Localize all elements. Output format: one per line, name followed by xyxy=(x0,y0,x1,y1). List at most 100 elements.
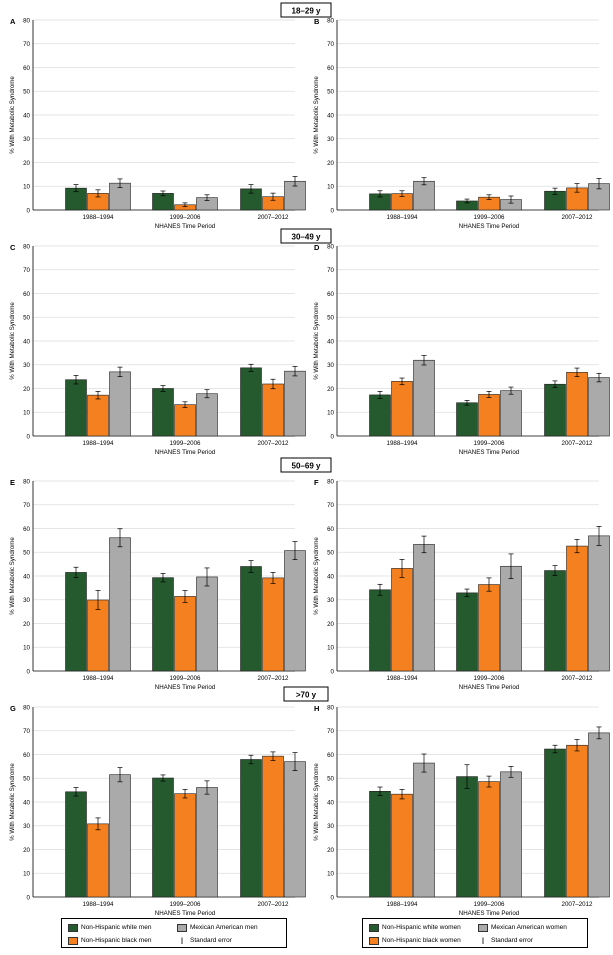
x-tick-label: 1999–2006 xyxy=(170,214,202,221)
y-tick-label: 20 xyxy=(327,160,334,167)
y-tick-label: 70 xyxy=(23,502,30,509)
error-bar-icon: I xyxy=(481,936,485,946)
x-tick-label: 1988–1994 xyxy=(83,440,115,447)
bar xyxy=(240,367,262,437)
y-tick-label: 40 xyxy=(327,573,334,580)
x-tick-label: 1999–2006 xyxy=(474,675,506,682)
bar xyxy=(262,755,284,898)
bar xyxy=(391,793,413,898)
x-tick-label: 1999–2006 xyxy=(170,901,202,908)
bar xyxy=(544,748,566,898)
x-tick-label: 2007–2012 xyxy=(258,214,290,221)
bar xyxy=(391,381,413,437)
y-tick-label: 30 xyxy=(23,823,30,830)
y-tick-label: 40 xyxy=(23,799,30,806)
legend-item-black-women: Non-Hispanic black women xyxy=(369,937,461,945)
age-header-box xyxy=(280,457,332,473)
y-tick-label: 30 xyxy=(23,597,30,604)
bar xyxy=(65,379,87,437)
x-tick-label: 2007–2012 xyxy=(562,214,594,221)
y-tick-label: 10 xyxy=(23,871,30,878)
legend-item-white-men: Non-Hispanic white men xyxy=(68,924,151,932)
age-header-2: 30–49 y xyxy=(292,233,321,242)
panel-c: 0 10 20 30 40 50 60 70 80 C % With Metabolic Syndr… xyxy=(9,243,306,456)
y-tick-label: 80 xyxy=(23,704,30,711)
bar xyxy=(174,793,196,898)
bar xyxy=(174,596,196,672)
y-tick-label: 80 xyxy=(327,243,334,250)
bar xyxy=(369,589,391,672)
age-header-box xyxy=(283,686,329,702)
bar xyxy=(240,759,262,898)
y-tick-label: 0 xyxy=(331,433,335,440)
y-tick-label: 20 xyxy=(23,847,30,854)
bar xyxy=(588,732,610,898)
x-tick-label: 1988–1994 xyxy=(83,901,115,908)
bar xyxy=(413,359,435,437)
bar xyxy=(109,537,131,672)
bar xyxy=(369,791,391,898)
age-header-3: 50–69 y xyxy=(292,462,321,471)
y-axis-label: % With Metabolic Syndrome xyxy=(313,76,320,154)
bar xyxy=(109,371,131,437)
x-axis-label: NHANES Time Period xyxy=(155,910,216,917)
bar xyxy=(262,383,284,437)
age-header-1: 18–29 y xyxy=(292,7,321,16)
bar xyxy=(196,576,218,672)
y-tick-label: 50 xyxy=(327,315,334,322)
y-tick-label: 60 xyxy=(327,752,334,759)
x-tick-label: 1988–1994 xyxy=(387,440,419,447)
legend-men: Non-Hispanic white men Mexican American … xyxy=(61,918,287,948)
panel-h: 0 10 20 30 40 50 60 70 80 H % With Metabolic Syndr… xyxy=(313,704,610,917)
y-tick-label: 30 xyxy=(23,362,30,369)
y-tick-label: 10 xyxy=(327,410,334,417)
y-tick-label: 40 xyxy=(23,573,30,580)
legend-swatch-mexican xyxy=(478,924,488,932)
bar xyxy=(413,544,435,672)
bar xyxy=(262,577,284,672)
legend-swatch-white xyxy=(369,924,379,932)
y-tick-label: 40 xyxy=(327,799,334,806)
y-tick-label: 40 xyxy=(327,338,334,345)
y-tick-label: 10 xyxy=(23,184,30,191)
x-axis-label: NHANES Time Period xyxy=(155,223,216,230)
bar xyxy=(87,599,109,672)
age-header-box xyxy=(280,228,332,244)
y-tick-label: 80 xyxy=(23,243,30,250)
legend-swatch-black xyxy=(68,937,78,945)
legend-swatch-white xyxy=(68,924,78,932)
y-tick-label: 50 xyxy=(23,89,30,96)
x-tick-label: 2007–2012 xyxy=(562,901,594,908)
bar xyxy=(65,791,87,898)
y-tick-label: 10 xyxy=(327,184,334,191)
age-header-4: >70 y xyxy=(296,691,317,700)
bar xyxy=(588,535,610,672)
y-tick-label: 30 xyxy=(327,597,334,604)
y-axis-label: % With Metabolic Syndrome xyxy=(313,763,320,841)
bar xyxy=(391,568,413,672)
bar xyxy=(544,570,566,672)
y-tick-label: 0 xyxy=(331,894,335,901)
y-tick-label: 70 xyxy=(23,41,30,48)
panel-f: 0 10 20 30 40 50 60 70 80 F % With Metabolic Syndr… xyxy=(313,478,610,691)
bar xyxy=(284,550,306,672)
bar xyxy=(284,370,306,437)
bar xyxy=(478,781,500,898)
panel-letter: C xyxy=(10,243,16,252)
y-tick-label: 40 xyxy=(23,338,30,345)
y-tick-label: 0 xyxy=(27,668,31,675)
y-tick-label: 10 xyxy=(327,645,334,652)
panel-letter: A xyxy=(10,17,16,26)
legend-label-mexican-women: Mexican American women xyxy=(491,923,567,931)
panel-a: 0 10 20 30 40 50 60 70 80 A % With Metabolic Syndr… xyxy=(9,17,306,230)
legend-label-mexican-men: Mexican American men xyxy=(190,923,258,931)
y-axis-label: % With Metabolic Syndrome xyxy=(9,763,16,841)
y-tick-label: 60 xyxy=(23,752,30,759)
y-tick-label: 20 xyxy=(327,621,334,628)
y-tick-label: 40 xyxy=(23,112,30,119)
bar xyxy=(87,394,109,437)
bar xyxy=(566,372,588,437)
legend-label-white-men: Non-Hispanic white men xyxy=(81,923,152,931)
x-tick-label: 1999–2006 xyxy=(474,214,506,221)
y-tick-label: 10 xyxy=(23,645,30,652)
